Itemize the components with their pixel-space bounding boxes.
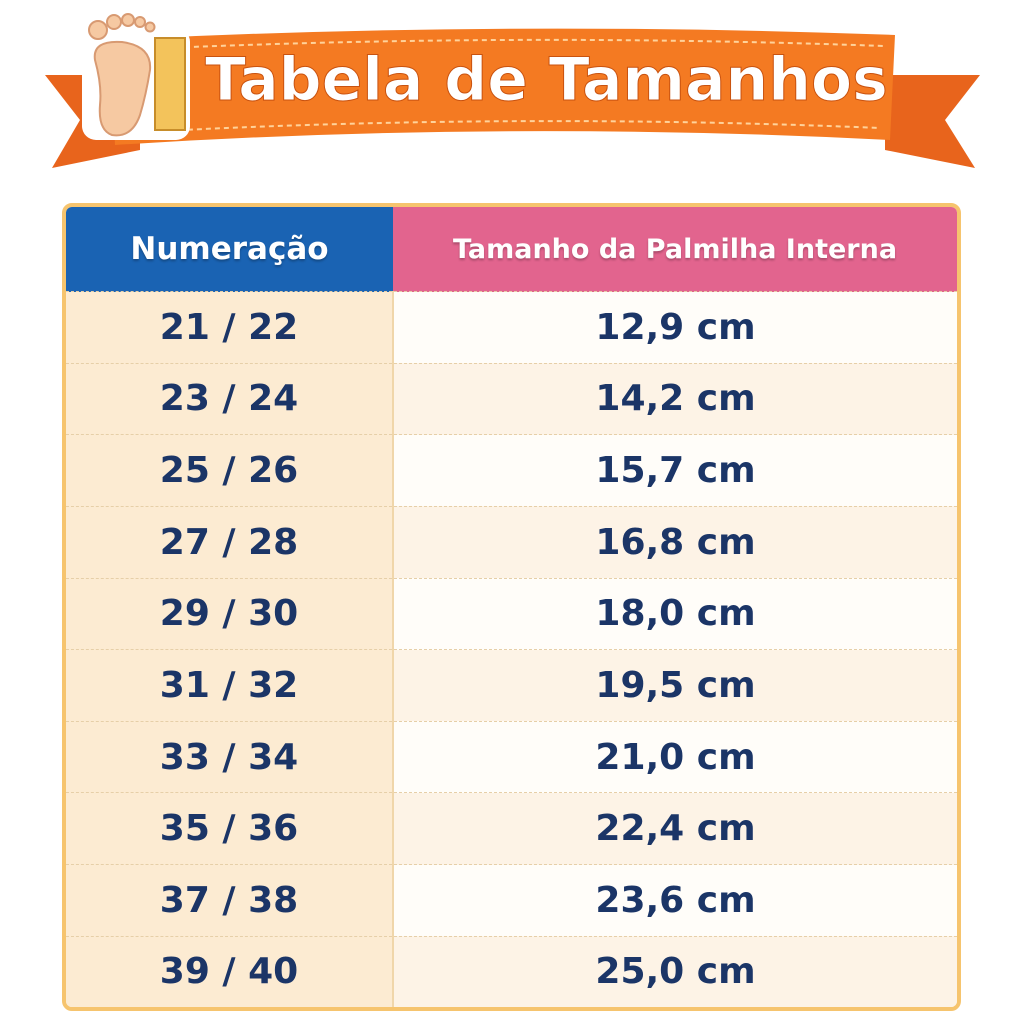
insole-length: 19,5 cm	[393, 649, 957, 722]
ribbon-stitch	[121, 38, 884, 134]
insole-length: 21,0 cm	[393, 720, 957, 793]
insole-length: 22,4 cm	[393, 792, 957, 865]
insole-length: 12,9 cm	[393, 291, 957, 364]
ribbon	[110, 28, 895, 146]
column-header: Numeração	[66, 207, 393, 292]
table-row: 21 / 22 12,9 cm	[66, 291, 957, 364]
shoe-size: 27 / 28	[66, 505, 394, 578]
shoe-size: 33 / 34	[66, 720, 394, 793]
shoe-size: 23 / 24	[66, 362, 394, 435]
header-row: Numeração Tamanho da Palmilha Interna	[66, 207, 957, 292]
ribbon-tail-right	[885, 75, 980, 168]
table-row: 25 / 26 15,7 cm	[66, 434, 957, 507]
shoe-size: 21 / 22	[66, 291, 394, 364]
table-row: 31 / 32 19,5 cm	[66, 649, 957, 722]
table: Numeração Tamanho da Palmilha Interna 21 …	[66, 207, 957, 1007]
shoe-size: 37 / 38	[66, 864, 394, 937]
table-row: 29 / 30 18,0 cm	[66, 577, 957, 650]
ruler-icon	[154, 37, 186, 131]
insole-length: 15,7 cm	[393, 434, 957, 507]
insole-length: 18,0 cm	[393, 577, 957, 650]
shoe-size: 39 / 40	[66, 935, 394, 1007]
shoe-size: 31 / 32	[66, 649, 394, 722]
insole-length: 23,6 cm	[393, 864, 957, 937]
insole-length: 25,0 cm	[393, 935, 957, 1007]
table-row: 37 / 38 23,6 cm	[66, 864, 957, 937]
table-row: 23 / 24 14,2 cm	[66, 362, 957, 435]
size-table: Numeração Tamanho da Palmilha Interna 21 …	[62, 203, 961, 1011]
table-row: 27 / 28 16,8 cm	[66, 505, 957, 578]
foot-icon	[93, 40, 152, 137]
insole-length: 16,8 cm	[393, 505, 957, 578]
table-row: 33 / 34 21,0 cm	[66, 720, 957, 793]
toes-icon	[88, 13, 156, 40]
insole-length: 14,2 cm	[393, 362, 957, 435]
table-row: 39 / 40 25,0 cm	[66, 935, 957, 1007]
title-banner: Tabela de Tamanhos	[45, 13, 980, 168]
column-header: Tamanho da Palmilha Interna	[393, 207, 957, 292]
shoe-size: 35 / 36	[66, 792, 394, 865]
page-title: Tabela de Tamanhos	[205, 45, 888, 115]
shoe-size: 29 / 30	[66, 577, 394, 650]
table-row: 35 / 36 22,4 cm	[66, 792, 957, 865]
shoe-size: 25 / 26	[66, 434, 394, 507]
